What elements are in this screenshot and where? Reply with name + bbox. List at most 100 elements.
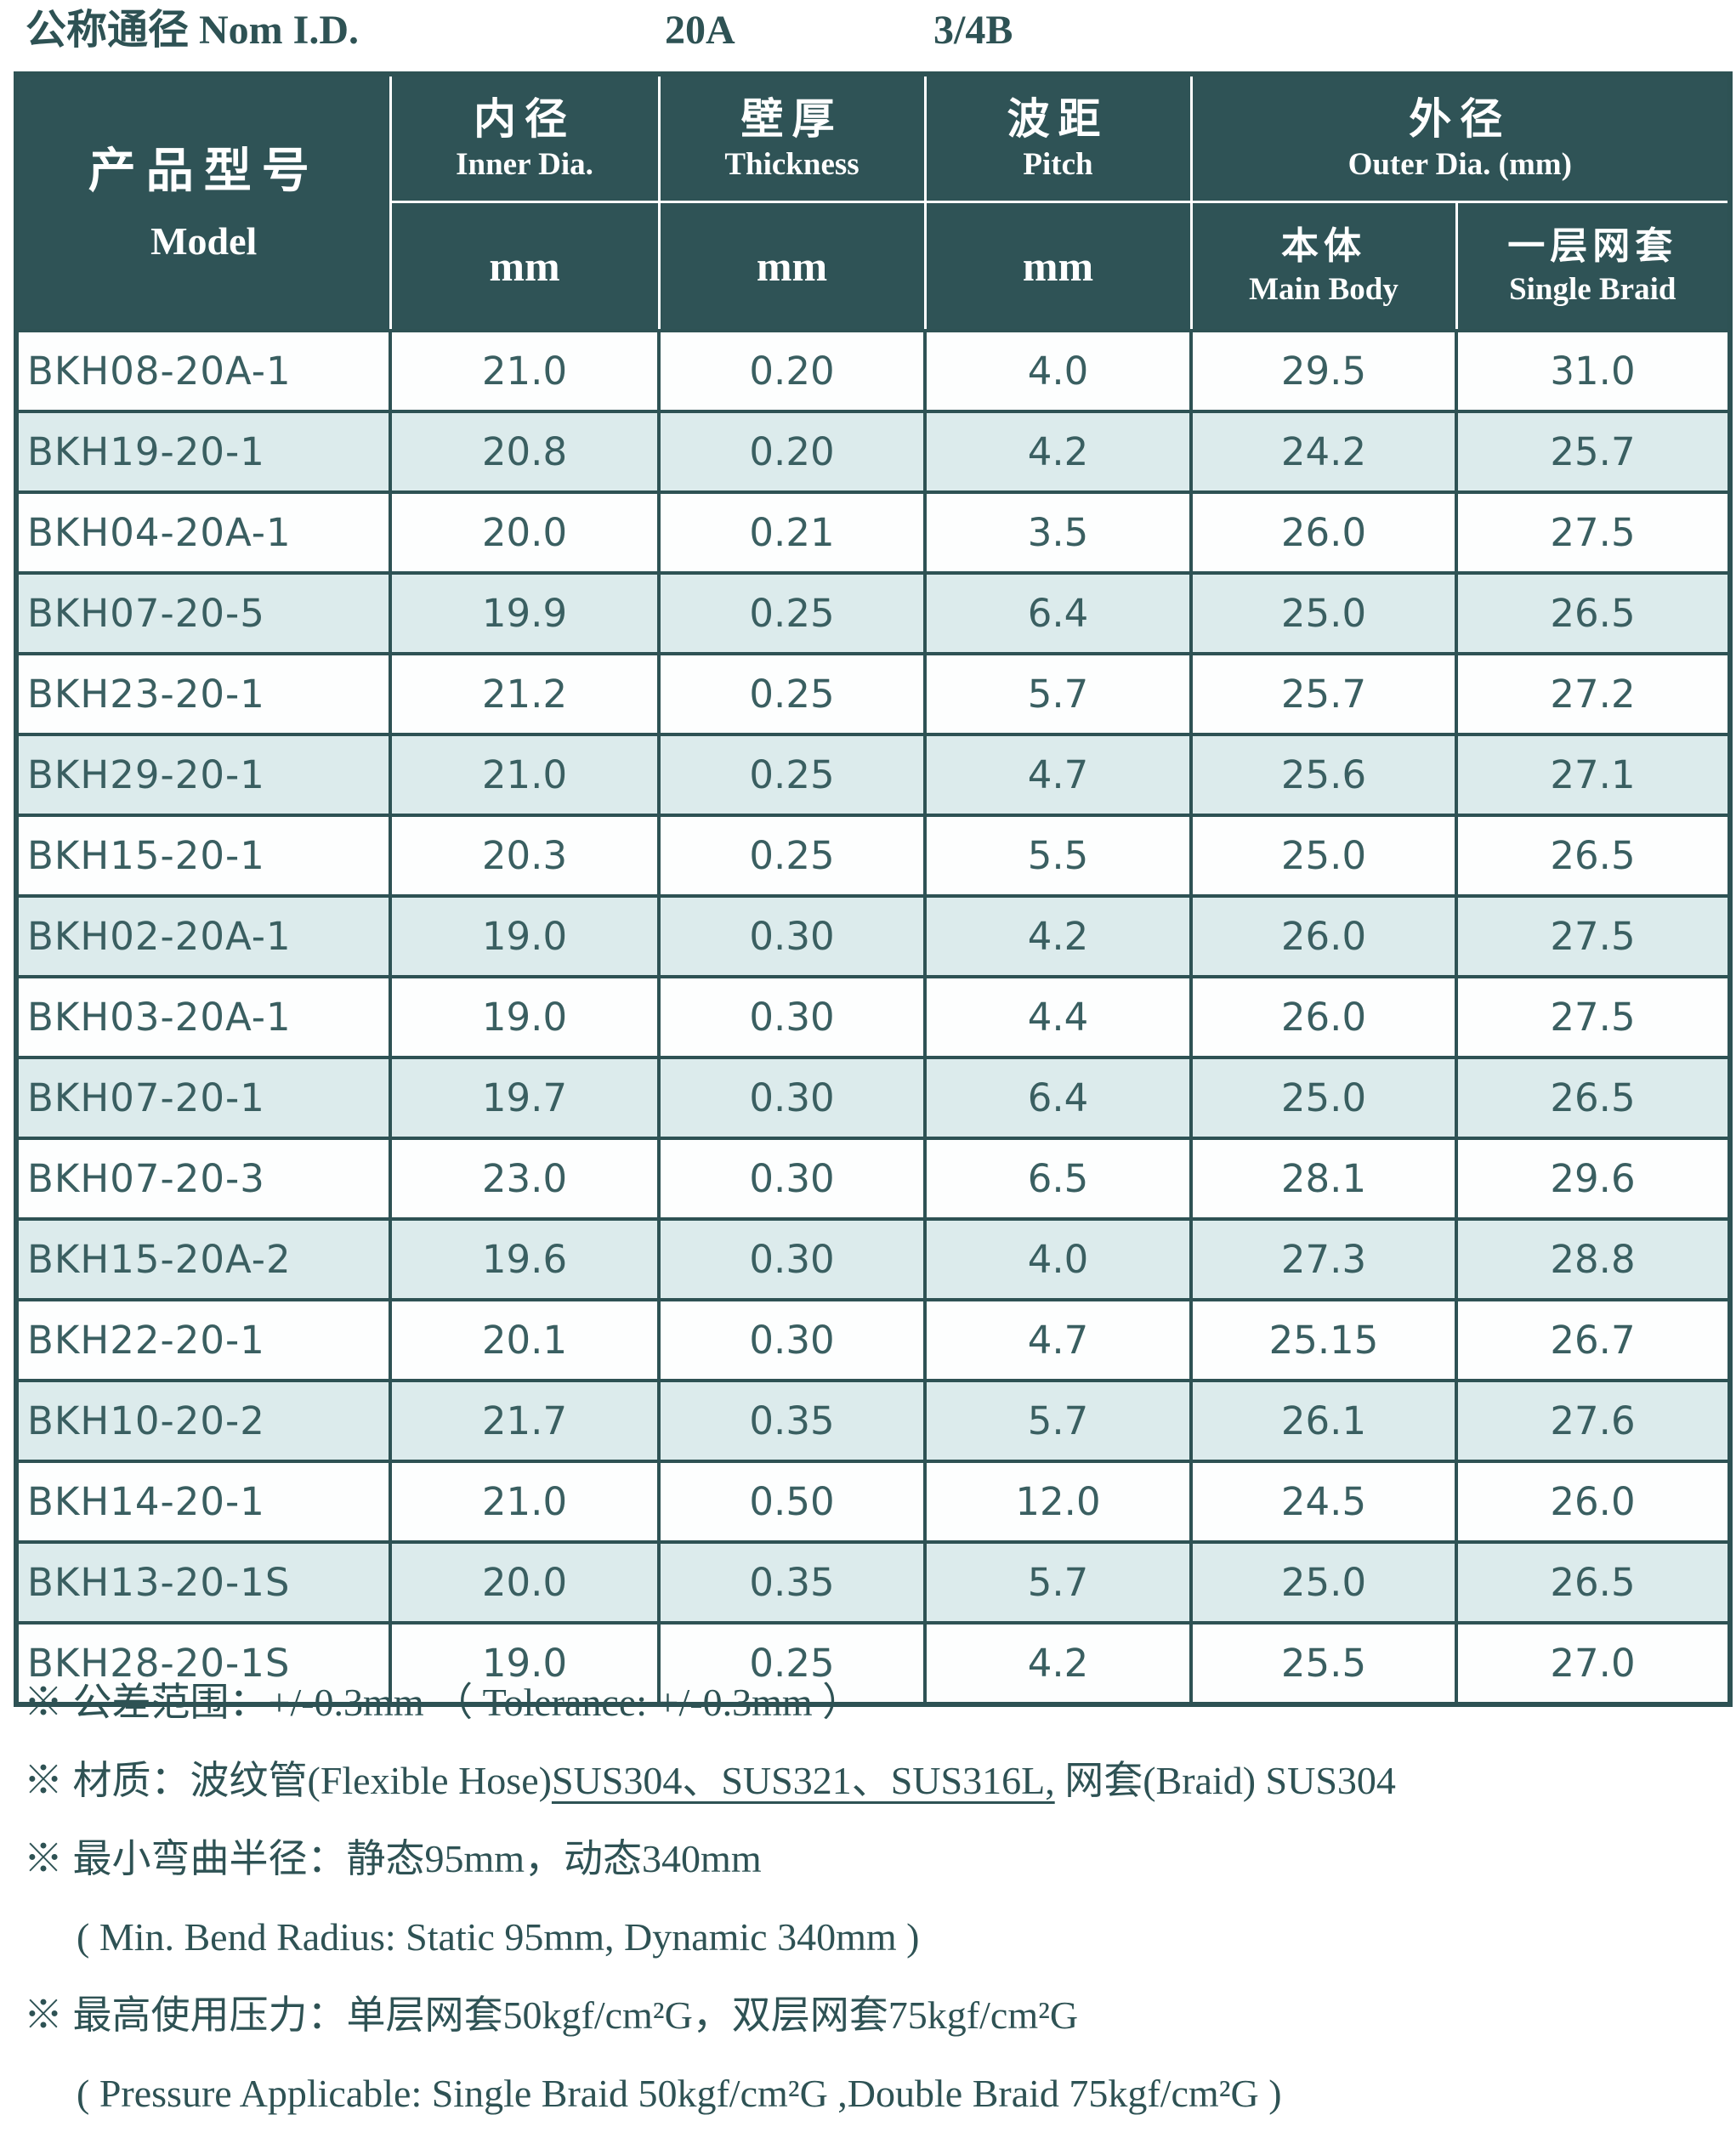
note-text: ※ 公差范围：+/-0.3mm （ Tolerance: +/-0.3mm ）	[24, 1681, 862, 1724]
table-row: BKH29-20-1 21.0 0.25 4.7 25.6 27.1	[14, 733, 1733, 817]
model-cell: BKH15-20A-2	[14, 1217, 392, 1301]
pitch-header-cjk: 波距	[1007, 94, 1109, 144]
model-cell: BKH13-20-1S	[14, 1540, 392, 1625]
single-braid-cell: 29.6	[1454, 1137, 1733, 1221]
pitch-cell: 6.4	[923, 571, 1193, 655]
pitch-cell: 5.5	[923, 814, 1193, 898]
note-line: ※ 最高使用压力：单层网套50kgf/cm²G，双层网套75kgf/cm²G	[24, 1993, 1716, 2038]
main-body-header-en: Main Body	[1249, 271, 1398, 307]
pitch-cell: 5.7	[923, 1379, 1193, 1463]
main-body-cell: 25.0	[1189, 1540, 1458, 1625]
thickness-header-en: Thickness	[724, 146, 859, 182]
main-body-cell: 25.15	[1189, 1298, 1458, 1382]
pitch-cell: 4.0	[923, 329, 1193, 413]
table-row: BKH07-20-5 19.9 0.25 6.4 25.0 26.5	[14, 571, 1733, 655]
main-body-header-cjk: 本体	[1281, 224, 1366, 268]
pitch-column-header: 波距 Pitch	[923, 72, 1193, 203]
pitch-cell: 4.2	[923, 410, 1193, 494]
single-braid-cell: 26.5	[1454, 814, 1733, 898]
table-row: BKH14-20-1 21.0 0.50 12.0 24.5 26.0	[14, 1460, 1733, 1544]
nominal-id-row: 公称通径 Nom I.D. 20A 3/4B	[26, 5, 1717, 61]
table-row: BKH15-20A-2 19.6 0.30 4.0 27.3 28.8	[14, 1217, 1733, 1301]
table-row: BKH23-20-1 21.2 0.25 5.7 25.7 27.2	[14, 652, 1733, 736]
thickness-cell: 0.25	[657, 652, 927, 736]
inner-dia-cell: 20.1	[389, 1298, 661, 1382]
main-body-column-header: 本体 Main Body	[1189, 200, 1458, 332]
single-braid-cell: 27.0	[1454, 1621, 1733, 1706]
model-cell: BKH03-20A-1	[14, 975, 392, 1059]
note-text: ※ 材质：波纹管(Flexible Hose)	[24, 1759, 552, 1802]
notes: ※ 公差范围：+/-0.3mm （ Tolerance: +/-0.3mm ） ※…	[24, 1680, 1716, 2149]
note-text: ( Min. Bend Radius: Static 95mm, Dynamic…	[77, 1915, 920, 1959]
thickness-cell: 0.21	[657, 490, 927, 575]
main-body-cell: 29.5	[1189, 329, 1458, 413]
note-line: ※ 公差范围：+/-0.3mm （ Tolerance: +/-0.3mm ）	[24, 1680, 1716, 1726]
pitch-cell: 5.7	[923, 1540, 1193, 1625]
table-row: BKH08-20A-1 21.0 0.20 4.0 29.5 31.0	[14, 329, 1733, 413]
table-row: BKH02-20A-1 19.0 0.30 4.2 26.0 27.5	[14, 894, 1733, 978]
inner-dia-cell: 21.0	[389, 329, 661, 413]
spec-table: 产品型号 Model 内径 Inner Dia. 壁厚 Thickness 波距…	[14, 71, 1733, 1707]
note-line: ※ 最小弯曲半径：静态95mm，动态340mm	[24, 1836, 1716, 1882]
table-row: BKH19-20-1 20.8 0.20 4.2 24.2 25.7	[14, 410, 1733, 494]
outer-dia-group-header: 外径 Outer Dia. (mm)	[1189, 72, 1732, 203]
thickness-cell: 0.30	[657, 1056, 927, 1140]
single-braid-cell: 27.6	[1454, 1379, 1733, 1463]
pitch-cell: 6.5	[923, 1137, 1193, 1221]
table-header: 产品型号 Model 内径 Inner Dia. 壁厚 Thickness 波距…	[14, 72, 1732, 332]
inner-dia-cell: 19.0	[389, 894, 661, 978]
thickness-cell: 0.35	[657, 1379, 927, 1463]
main-body-cell: 25.0	[1189, 1056, 1458, 1140]
model-header-cjk: 产品型号	[88, 143, 320, 199]
note-text: 网套(Braid) SUS304	[1054, 1759, 1396, 1802]
inner-dia-header-en: Inner Dia.	[456, 146, 593, 182]
single-braid-cell: 28.8	[1454, 1217, 1733, 1301]
inner-dia-cell: 19.7	[389, 1056, 661, 1140]
inner-dia-cell: 20.0	[389, 1540, 661, 1625]
single-braid-cell: 26.0	[1454, 1460, 1733, 1544]
single-braid-cell: 26.5	[1454, 1540, 1733, 1625]
inner-dia-cell: 21.0	[389, 1460, 661, 1544]
single-braid-cell: 31.0	[1454, 329, 1733, 413]
main-body-cell: 26.1	[1189, 1379, 1458, 1463]
thickness-cell: 0.20	[657, 329, 927, 413]
main-body-cell: 25.5	[1189, 1621, 1458, 1706]
model-cell: BKH04-20A-1	[14, 490, 392, 575]
table-row: BKH10-20-2 21.7 0.35 5.7 26.1 27.6	[14, 1379, 1733, 1463]
model-cell: BKH10-20-2	[14, 1379, 392, 1463]
inner-dia-cell: 20.3	[389, 814, 661, 898]
nominal-id-value-20a: 20A	[665, 8, 735, 53]
table-row: BKH15-20-1 20.3 0.25 5.5 25.0 26.5	[14, 814, 1733, 898]
model-cell: BKH02-20A-1	[14, 894, 392, 978]
main-body-cell: 24.5	[1189, 1460, 1458, 1544]
single-braid-cell: 27.5	[1454, 975, 1733, 1059]
note-underlined-text: SUS304、SUS321、SUS316L,	[551, 1759, 1055, 1802]
pitch-cell: 3.5	[923, 490, 1193, 575]
table-row: BKH13-20-1S 20.0 0.35 5.7 25.0 26.5	[14, 1540, 1733, 1625]
thickness-cell: 0.25	[657, 733, 927, 817]
thickness-cell: 0.50	[657, 1460, 927, 1544]
outer-dia-header-cjk: 外径	[1409, 94, 1512, 144]
main-body-cell: 25.0	[1189, 571, 1458, 655]
inner-dia-cell: 20.8	[389, 410, 661, 494]
pitch-cell: 12.0	[923, 1460, 1193, 1544]
inner-dia-cell: 21.2	[389, 652, 661, 736]
thickness-cell: 0.25	[657, 1621, 927, 1706]
table-row: BKH07-20-3 23.0 0.30 6.5 28.1 29.6	[14, 1137, 1733, 1221]
inner-dia-cell: 23.0	[389, 1137, 661, 1221]
single-braid-cell: 27.2	[1454, 652, 1733, 736]
table-row: BKH03-20A-1 19.0 0.30 4.4 26.0 27.5	[14, 975, 1733, 1059]
main-body-cell: 25.7	[1189, 652, 1458, 736]
thickness-cell: 0.25	[657, 814, 927, 898]
single-braid-cell: 27.1	[1454, 733, 1733, 817]
pitch-cell: 5.7	[923, 652, 1193, 736]
single-braid-cell: 26.7	[1454, 1298, 1733, 1382]
note-text: ※ 最高使用压力：单层网套50kgf/cm²G，双层网套75kgf/cm²G	[24, 1993, 1079, 2037]
table-row: BKH22-20-1 20.1 0.30 4.7 25.15 26.7	[14, 1298, 1733, 1382]
thickness-cell: 0.30	[657, 1217, 927, 1301]
inner-dia-cell: 19.0	[389, 1621, 661, 1706]
pitch-header-en: Pitch	[1023, 146, 1093, 182]
model-cell: BKH19-20-1	[14, 410, 392, 494]
single-braid-cell: 27.5	[1454, 490, 1733, 575]
note-line: ( Min. Bend Radius: Static 95mm, Dynamic…	[24, 1914, 1716, 1960]
